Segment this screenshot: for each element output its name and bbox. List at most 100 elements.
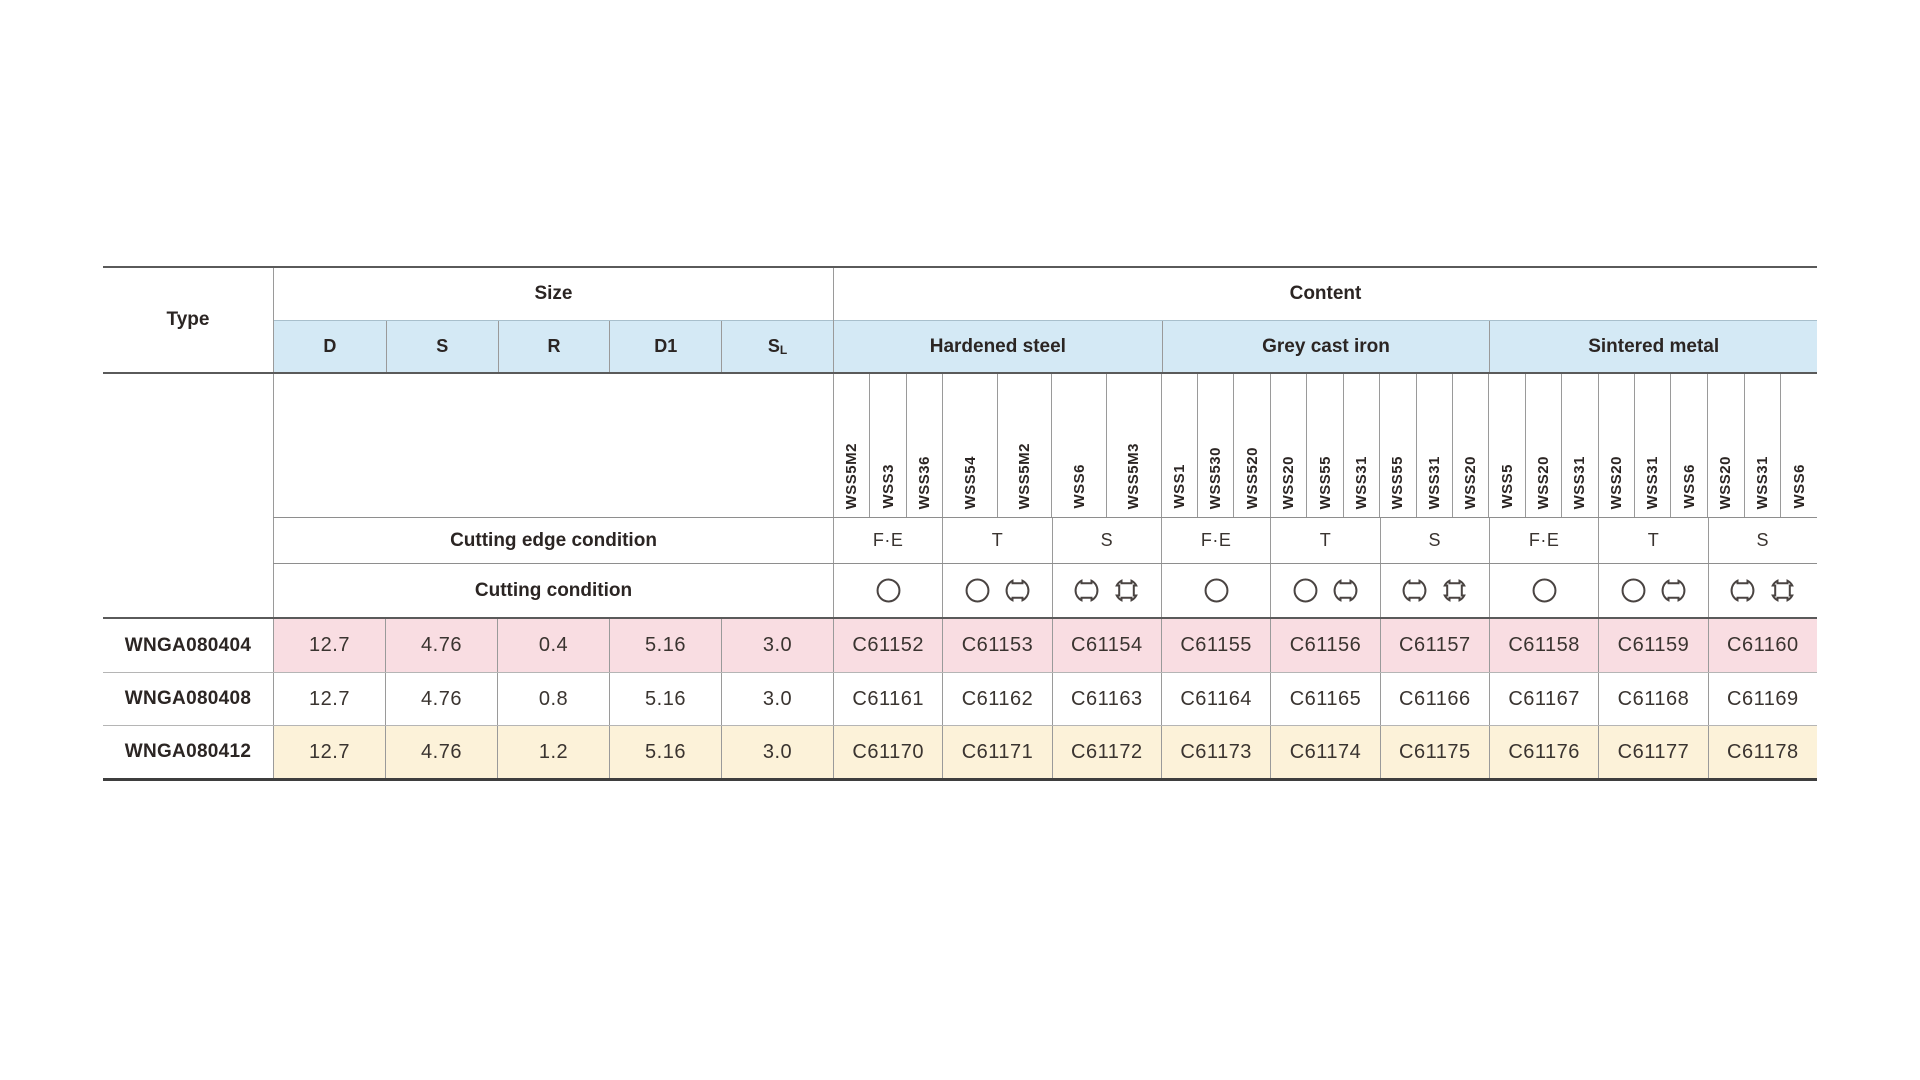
wss-grade-label: WSS31 [1352,455,1370,509]
table-row: WNGA080408 12.7 4.76 0.8 5.16 3.0 C61161 C61162… [103,672,1817,725]
size-column-header: D [274,321,386,372]
wss-grade-label: WSS36 [916,455,934,509]
wss-grade-label: WSS20 [1462,455,1480,509]
wss-grade-label: WSS31 [1425,455,1443,509]
cutting-condition-row: Cutting condition [103,564,1817,617]
cutting-condition-cell [1160,564,1270,617]
wss-grade-cell: WSS31 [1745,374,1782,517]
order-code-cell: C61178 [1707,726,1817,778]
size-column-label: R [547,336,561,356]
cutting-condition-cell [1379,564,1489,617]
wss-grade-label: WSS5M3 [1125,442,1143,509]
size-header-cell: Size [534,283,573,304]
order-code-cell: C61156 [1270,619,1380,672]
continuous-cut-circle-icon [1618,575,1649,606]
material-group-header: Sintered metal [1489,321,1817,372]
interrupted-cut-2notch-icon [1071,575,1102,606]
size-value-cell: 4.76 [385,726,497,778]
wss-grade-cell: WSS520 [1234,374,1271,517]
edge-condition-cell: S [1051,518,1161,563]
wss-grade-cell: WSS31 [1417,374,1453,517]
interrupted-cut-4notch-icon [1767,575,1798,606]
wss-grade-cell: WSS20 [1708,374,1745,517]
order-code-cell: C61169 [1707,673,1817,725]
size-value-cell: 1.2 [497,726,609,778]
cutting-condition-cell [1598,564,1707,617]
wss-grade-label: WSS6 [1680,464,1698,509]
wss-grades-row: WSS5M2 WSS3 WSS36 WSS54 WSS5M2 WSS6 WSS5M3 WSS1… [103,374,1817,517]
wss-grade-cell: WSS55 [1307,374,1344,517]
wss-grade-cell: WSS20 [1526,374,1563,517]
cutting-condition-cell [1488,564,1598,617]
wss-grade-cell: WSS20 [1271,374,1308,517]
edge-condition-cells: F·E T S F·E T S F·E T S [833,518,1817,563]
table-row: WNGA080404 12.7 4.76 0.4 5.16 3.0 C61152 C61153… [103,619,1817,672]
data-rows: WNGA080404 12.7 4.76 0.4 5.16 3.0 C61152 C61153… [103,617,1817,781]
wss-grade-cell: WSS6 [1671,374,1708,517]
order-code-cell: C61171 [942,726,1052,778]
size-value-cell: 0.4 [497,619,609,672]
edge-condition-cell: F·E [833,518,942,563]
order-code-cell: C61176 [1488,726,1599,778]
cutting-condition-cell [942,564,1051,617]
wss-grade-cell: WSS36 [907,374,944,517]
wss-subcolumn: WSS20 WSS31 WSS6 [1599,374,1708,517]
wss-grade-label: WSS20 [1717,455,1735,509]
table-header: Type Size D S R D1 S L Content Hardened steel… [103,266,1817,374]
wss-grade-label: WSS54 [961,455,979,509]
cutting-condition-label: Cutting condition [273,564,833,617]
edge-condition-cell: F·E [1160,518,1270,563]
interrupted-cut-2notch-icon [1658,575,1689,606]
wss-grade-label: WSS20 [1280,455,1298,509]
wss-grade-label: WSS55 [1316,455,1334,509]
wss-grade-label: WSS5 [1498,464,1516,509]
wss-subcolumn: WSS20 WSS31 WSS6 [1708,374,1817,517]
wss-grade-cell: WSS6 [1781,374,1817,517]
insert-grade-selection-table: Type Size D S R D1 S L Content Hardened steel… [103,266,1817,781]
order-code-cell: C61168 [1598,673,1708,725]
interrupted-cut-2notch-icon [1330,575,1361,606]
size-value-cell: 12.7 [273,619,385,672]
size-value-cell: 3.0 [721,619,833,672]
wss-subcolumn: WSS5 WSS20 WSS31 [1489,374,1599,517]
edge-condition-cell: S [1707,518,1817,563]
wss-grade-cell: WSS5M2 [998,374,1053,517]
edge-condition-cell: S [1379,518,1489,563]
wss-subcolumn: WSS54 WSS5M2 [943,374,1053,517]
wss-grade-label: WSS31 [1571,455,1589,509]
edge-condition-cell: F·E [1488,518,1598,563]
type-cell: WNGA080412 [103,726,273,778]
order-code-cell: C61163 [1051,673,1161,725]
type-column-spacer [103,517,273,564]
cutting-edge-condition-row: Cutting edge condition F·E T S F·E T S F·E T S [103,517,1817,564]
material-group-header: Grey cast iron [1161,321,1490,372]
wss-grade-label: WSS31 [1753,455,1771,509]
order-code-cell: C61166 [1379,673,1489,725]
type-column-spacer [103,564,273,617]
size-column-label: D1 [654,336,678,356]
interrupted-cut-2notch-icon [1399,575,1430,606]
size-value-cell: 4.76 [385,673,497,725]
order-code-cell: C61167 [1488,673,1599,725]
size-value-cell: 5.16 [609,673,721,725]
cutting-condition-cell [1270,564,1379,617]
size-value-cell: 4.76 [385,619,497,672]
order-code-cell: C61172 [1051,726,1161,778]
wss-grade-label: WSS55 [1389,455,1407,509]
cutting-condition-cells [833,564,1817,617]
size-value-cell: 3.0 [721,673,833,725]
wss-grade-cell: WSS1 [1162,374,1199,517]
content-header-column: Content Hardened steel Grey cast iron Sint… [833,268,1817,372]
edge-condition-cell: T [1270,518,1379,563]
order-code-cell: C61177 [1598,726,1708,778]
wss-subcolumn: WSS5M2 WSS3 WSS36 [834,374,944,517]
wss-grade-labels: WSS5M2 WSS3 WSS36 WSS54 WSS5M2 WSS6 WSS5M3 WSS1… [833,374,1817,517]
size-column-label: S [436,336,449,356]
wss-grade-cell: WSS54 [943,374,998,517]
type-cell: WNGA080404 [103,619,273,672]
wss-grade-label: WSS6 [1790,464,1808,509]
size-value-cell: 3.0 [721,726,833,778]
order-code-cell: C61161 [833,673,943,725]
size-column-header: D1 [609,321,721,372]
order-code-cell: C61152 [833,619,943,672]
